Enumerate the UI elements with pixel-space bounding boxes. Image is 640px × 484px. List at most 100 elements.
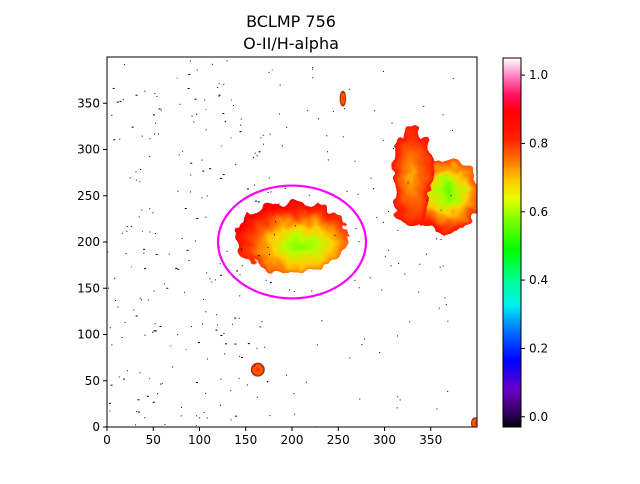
- noise-speck: [188, 259, 190, 261]
- noise-speck: [170, 345, 172, 347]
- noise-speck: [305, 381, 307, 383]
- noise-speck: [219, 263, 221, 265]
- noise-speck: [188, 73, 191, 75]
- noise-speck: [262, 143, 264, 145]
- noise-speck: [196, 217, 199, 219]
- noise-speck: [148, 377, 150, 379]
- chart-title-line1: BCLMP 756: [246, 12, 336, 31]
- noise-speck: [381, 289, 383, 291]
- noise-speck: [264, 346, 266, 348]
- noise-speck: [117, 306, 119, 308]
- noise-speck: [153, 330, 156, 332]
- emission-region-central-knot: [234, 202, 350, 273]
- noise-speck: [177, 269, 180, 271]
- noise-speck: [152, 331, 154, 333]
- noise-speck: [126, 370, 128, 372]
- noise-speck: [373, 188, 375, 190]
- noise-speck: [195, 240, 197, 242]
- noise-speck: [234, 317, 237, 319]
- noise-speck: [247, 343, 250, 345]
- noise-speck: [289, 289, 291, 291]
- noise-speck: [327, 151, 329, 153]
- noise-speck: [152, 401, 155, 403]
- noise-speck: [419, 263, 421, 265]
- noise-speck: [235, 164, 237, 166]
- noise-speck: [354, 279, 356, 281]
- noise-speck: [130, 226, 132, 228]
- noise-speck: [176, 268, 178, 270]
- noise-speck: [444, 297, 446, 299]
- noise-speck: [241, 265, 243, 267]
- noise-speck: [224, 121, 226, 123]
- noise-speck: [220, 177, 223, 179]
- noise-speck: [139, 181, 141, 183]
- colorbar-tick-label: 0.6: [529, 205, 548, 219]
- noise-speck: [445, 304, 447, 306]
- noise-speck: [149, 138, 151, 140]
- noise-speck: [149, 156, 151, 158]
- noise-speck: [357, 193, 359, 195]
- noise-speck: [321, 320, 323, 322]
- noise-speck: [123, 378, 126, 380]
- noise-speck: [218, 95, 220, 97]
- noise-speck: [382, 70, 384, 72]
- noise-speck: [267, 246, 269, 248]
- noise-speck: [396, 407, 398, 409]
- noise-speck: [239, 274, 241, 276]
- noise-speck: [160, 109, 162, 111]
- noise-speck: [342, 136, 344, 138]
- noise-speck: [423, 105, 425, 107]
- noise-speck: [439, 266, 441, 268]
- noise-speck: [136, 411, 138, 413]
- noise-speck: [159, 326, 162, 328]
- noise-speck: [240, 124, 242, 126]
- noise-speck: [139, 372, 141, 374]
- noise-speck: [201, 323, 203, 325]
- noise-speck: [134, 424, 136, 426]
- noise-speck: [436, 408, 438, 410]
- noise-speck: [226, 60, 228, 62]
- noise-speck: [178, 154, 180, 156]
- x-tick-label: 50: [146, 433, 161, 447]
- emission-region-point-source-sw: [250, 362, 265, 377]
- noise-speck: [271, 69, 273, 71]
- noise-speck: [144, 90, 146, 92]
- noise-speck: [440, 238, 442, 240]
- noise-speck: [185, 349, 187, 351]
- noise-speck: [426, 199, 428, 201]
- noise-speck: [233, 104, 235, 106]
- noise-speck: [379, 351, 381, 353]
- noise-speck: [113, 139, 116, 141]
- noise-speck: [190, 162, 193, 164]
- noise-speck: [440, 209, 442, 211]
- noise-speck: [382, 221, 384, 223]
- noise-speck: [363, 338, 365, 340]
- noise-speck: [180, 415, 182, 417]
- noise-speck: [447, 390, 449, 392]
- noise-speck: [141, 135, 143, 137]
- noise-speck: [390, 265, 392, 267]
- noise-speckles: [107, 60, 454, 427]
- noise-speck: [154, 92, 156, 94]
- noise-speck: [354, 160, 356, 162]
- noise-speck: [269, 133, 271, 135]
- noise-speck: [398, 262, 400, 264]
- noise-speck: [209, 278, 211, 280]
- noise-speck: [388, 249, 390, 251]
- noise-speck: [156, 95, 158, 97]
- colorbar-tick-label: 1.0: [529, 68, 548, 82]
- y-tick-label: 150: [77, 281, 100, 295]
- noise-speck: [143, 248, 146, 250]
- noise-speck: [144, 334, 146, 336]
- noise-speck: [374, 110, 376, 112]
- noise-speck: [197, 341, 200, 343]
- noise-speck: [344, 108, 346, 110]
- noise-speck: [275, 221, 277, 223]
- noise-speck: [222, 113, 225, 115]
- noise-speck: [190, 191, 192, 193]
- noise-speck: [135, 179, 137, 181]
- y-tick-label: 200: [77, 235, 100, 249]
- noise-speck: [391, 122, 393, 124]
- noise-speck: [172, 366, 174, 368]
